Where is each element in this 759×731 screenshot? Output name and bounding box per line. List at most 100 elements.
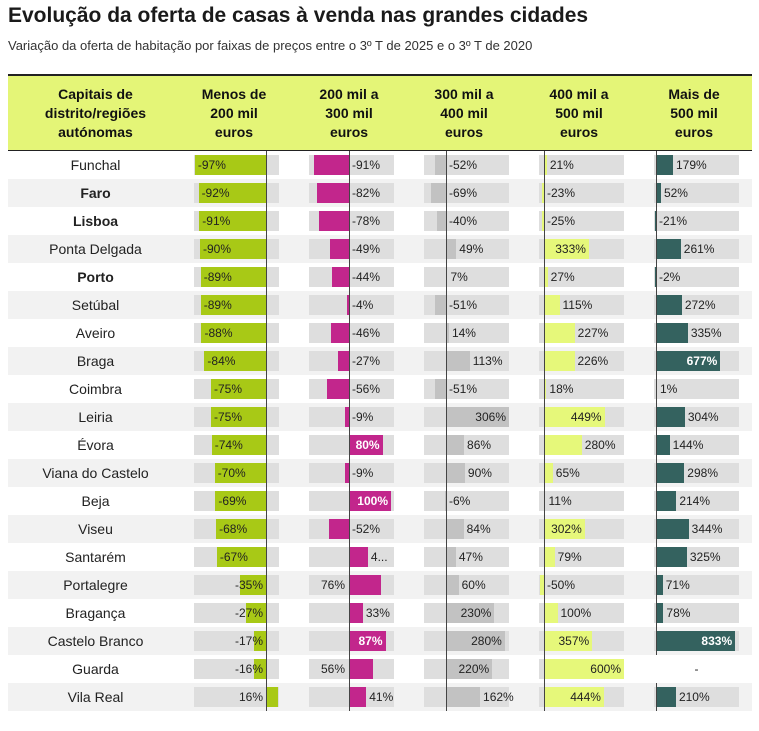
bar xyxy=(656,687,676,707)
zero-line xyxy=(446,347,447,375)
zero-line xyxy=(446,207,447,235)
bar-label: 21% xyxy=(549,158,574,172)
bar xyxy=(246,603,266,623)
bar xyxy=(204,351,266,371)
zero-line xyxy=(349,627,350,655)
cell-300k-400k: 113% xyxy=(424,347,509,375)
zero-line xyxy=(656,263,657,291)
zero-line xyxy=(544,571,545,599)
zero-line xyxy=(544,599,545,627)
row-label: Portalegre xyxy=(63,577,128,593)
cell-300k-400k: -51% xyxy=(424,375,509,403)
zero-line xyxy=(446,515,447,543)
zero-line xyxy=(656,431,657,459)
zero-line xyxy=(656,375,657,403)
row-label: Leiria xyxy=(78,409,113,425)
bar-track xyxy=(539,575,624,595)
zero-line xyxy=(446,263,447,291)
bar-track xyxy=(309,295,394,315)
bar-label: 325% xyxy=(689,550,721,564)
cell-over-500k: 210% xyxy=(654,683,739,711)
bar-label: 14% xyxy=(451,326,476,340)
bar-track xyxy=(309,323,394,343)
bar-label: - xyxy=(694,662,699,676)
bar-label: 344% xyxy=(691,522,723,536)
cell-400k-500k: 227% xyxy=(539,319,624,347)
bar xyxy=(437,211,446,231)
zero-line xyxy=(266,487,267,515)
bar-label: 78% xyxy=(666,606,691,620)
zero-line xyxy=(266,179,267,207)
bar-track xyxy=(424,267,509,287)
cell-200k-300k: 80% xyxy=(309,431,394,459)
bar-label: -44% xyxy=(352,270,381,284)
bar xyxy=(544,435,582,455)
zero-line xyxy=(266,347,267,375)
bar xyxy=(446,659,493,679)
bar-track xyxy=(654,155,739,175)
zero-line xyxy=(266,459,267,487)
zero-line xyxy=(544,375,545,403)
bar xyxy=(349,631,386,651)
bar-label: 65% xyxy=(555,466,580,480)
bar xyxy=(215,491,266,511)
bar-label: -67% xyxy=(219,550,248,564)
cell-under-200k: -68% xyxy=(194,515,279,543)
bar xyxy=(349,435,383,455)
bar-label: -51% xyxy=(449,382,478,396)
header-col-400k-500k: 400 mil a 500 mil euros xyxy=(535,76,623,150)
bar-label: -23% xyxy=(547,186,576,200)
bar-label: -56% xyxy=(352,382,381,396)
zero-line xyxy=(544,627,545,655)
cell-400k-500k: -25% xyxy=(539,207,624,235)
bar-label: -91% xyxy=(202,214,231,228)
bar xyxy=(266,687,278,707)
row-label: Coimbra xyxy=(69,381,122,397)
bar xyxy=(544,603,558,623)
cell-over-500k: 298% xyxy=(654,459,739,487)
table-row: Ponta Delgada -90% -49% 49% 333% 261% xyxy=(8,235,752,263)
bar xyxy=(214,463,266,483)
bar-label: -92% xyxy=(201,186,230,200)
bar-track xyxy=(654,603,739,623)
bar-label: 261% xyxy=(683,242,715,256)
bar-track xyxy=(539,211,624,231)
row-label: Funchal xyxy=(70,157,121,173)
bar xyxy=(446,687,481,707)
bar-label: -6% xyxy=(449,494,471,508)
row-label: Guarda xyxy=(72,661,119,677)
bar xyxy=(544,547,555,567)
bar xyxy=(198,183,266,203)
zero-line xyxy=(446,179,447,207)
zero-line xyxy=(266,235,267,263)
table-row: Portalegre -35% 76% 60% -50% 71% xyxy=(8,571,752,599)
bar-label: 600% xyxy=(590,662,621,676)
cell-300k-400k: 47% xyxy=(424,543,509,571)
zero-line xyxy=(349,235,350,263)
table-row: Braga -84% -27% 113% 226% 677% xyxy=(8,347,752,375)
header-col-5-line-1: Mais de xyxy=(668,85,720,102)
bar xyxy=(199,211,266,231)
cell-over-500k: 214% xyxy=(654,487,739,515)
cell-200k-300k: -9% xyxy=(309,459,394,487)
cell-400k-500k: 444% xyxy=(539,683,624,711)
bar xyxy=(446,631,505,651)
bar-track xyxy=(424,519,509,539)
zero-line xyxy=(349,403,350,431)
header-col-1-line-3: euros xyxy=(214,123,254,140)
bar-label: 47% xyxy=(458,550,483,564)
cell-over-500k: 325% xyxy=(654,543,739,571)
bar xyxy=(544,267,548,287)
bar-label: 298% xyxy=(687,466,718,480)
zero-line xyxy=(656,515,657,543)
bar xyxy=(329,239,349,259)
bar-label: 179% xyxy=(676,158,707,172)
bar xyxy=(349,491,391,511)
cell-over-500k: 833% xyxy=(654,627,739,655)
header-col-1-line-1: Menos de xyxy=(201,85,267,102)
bar-label: 677% xyxy=(686,354,718,368)
bar-track xyxy=(539,463,624,483)
cell-400k-500k: 18% xyxy=(539,375,624,403)
bar-track xyxy=(654,575,739,595)
bar-label: -9% xyxy=(352,410,374,424)
